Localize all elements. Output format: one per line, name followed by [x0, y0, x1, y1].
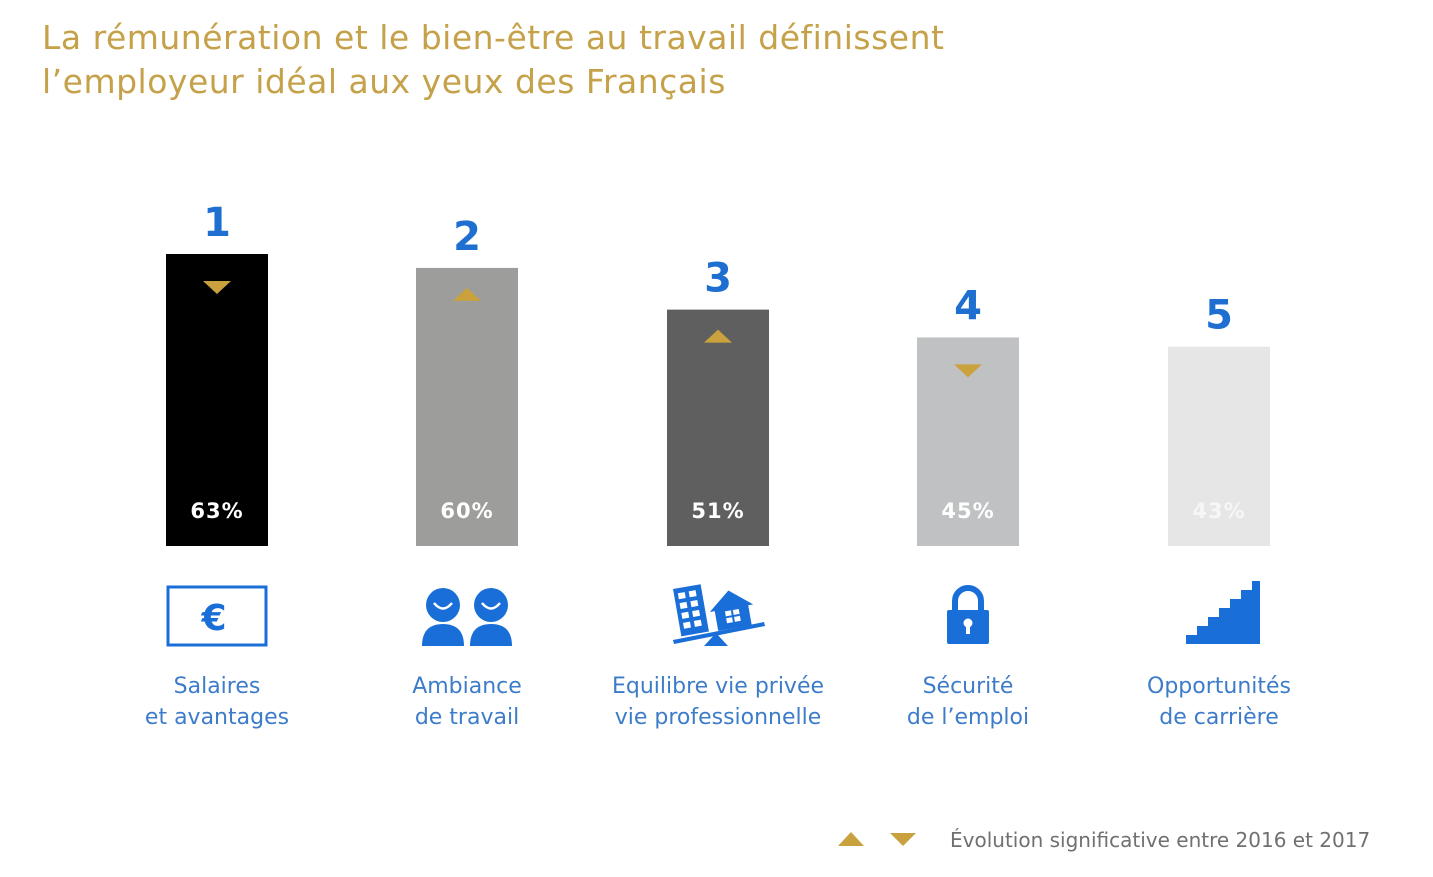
chart-title-line-1: La rémunération et le bien-être au trava… [42, 18, 945, 57]
staircase [1186, 581, 1260, 644]
category-caption-line: de l’emploi [906, 705, 1030, 730]
bar-group-3: 3 51% [667, 256, 769, 546]
two-people-smiling-icon [422, 588, 512, 646]
category-caption-line: et avantages [144, 705, 290, 730]
bar [1168, 346, 1270, 546]
rank-label: 2 [453, 214, 481, 260]
category-caption-line: de travail [414, 705, 520, 730]
category-caption: Equilibre vie privée vie professionnelle [588, 671, 848, 733]
category-caption-line: Salaires [173, 674, 261, 699]
category-caption: Ambiance de travail [337, 671, 597, 733]
category-caption-line: Sécurité [922, 674, 1014, 699]
seesaw-fulcrum [704, 633, 728, 646]
trend-up-triangle-icon [704, 329, 732, 343]
category-caption: Salaires et avantages [87, 671, 347, 733]
building-window [681, 611, 690, 619]
padlock-icon [947, 585, 989, 644]
category-caption-line: de carrière [1159, 705, 1279, 730]
building-window [688, 590, 697, 598]
padlock-shackle [952, 585, 984, 610]
category-caption: Sécurité de l’emploi [838, 671, 1098, 733]
house [709, 590, 754, 631]
house-roof [709, 590, 754, 613]
staircase-icon [1186, 581, 1260, 644]
chart-title-line-2: l’employeur idéal aux yeux des Français [42, 62, 726, 101]
value-label: 51% [691, 499, 744, 523]
building-window [692, 609, 701, 617]
euro-symbol: € [200, 598, 226, 639]
value-label: 43% [1192, 499, 1245, 523]
person-head [426, 588, 460, 622]
building-window [693, 619, 702, 627]
euro-banknote-icon: € [166, 585, 268, 647]
banknote-frame [166, 585, 268, 647]
person-body [470, 624, 512, 646]
person-head [474, 588, 508, 622]
office-building [673, 584, 709, 637]
smile [433, 602, 453, 610]
legend-down-triangle-icon [890, 833, 916, 846]
category-caption: Opportunités de carrière [1089, 671, 1349, 733]
rank-label: 5 [1205, 293, 1233, 339]
value-label: 60% [440, 499, 493, 523]
legend-text: Évolution significative entre 2016 et 20… [950, 828, 1371, 852]
legend-up-triangle-icon [838, 832, 864, 846]
bar-group-1: 1 63% [166, 200, 268, 546]
keyhole [963, 618, 973, 628]
trend-up-triangle-icon [453, 287, 481, 301]
building-window [690, 600, 699, 608]
bar [166, 254, 268, 546]
work-life-balance-icon [673, 584, 765, 646]
bar [416, 267, 518, 546]
seesaw-plank [673, 622, 765, 644]
building-window [679, 601, 688, 610]
smile [481, 602, 501, 610]
legend-symbols [838, 832, 916, 846]
bar-group-2: 2 60% [416, 214, 518, 546]
trend-down-triangle-icon [954, 364, 982, 378]
category-caption-line: Ambiance [412, 674, 522, 699]
category-caption-line: vie professionnelle [614, 705, 822, 730]
value-label: 63% [190, 499, 243, 523]
category-caption-line: Equilibre vie privée [611, 674, 825, 699]
building-window [677, 592, 686, 600]
bar-group-4: 4 45% [917, 283, 1019, 546]
chart-title: La rémunération et le bien-être au trava… [42, 16, 944, 104]
rank-label: 3 [704, 256, 732, 302]
rank-label: 4 [954, 283, 982, 329]
bar [667, 309, 769, 546]
bar-group-5: 5 43% [1168, 293, 1270, 546]
category-caption-line: Opportunités [1147, 674, 1291, 699]
person-body [422, 624, 464, 646]
value-label: 45% [941, 499, 994, 523]
house-window-bar [725, 613, 740, 619]
building-window [683, 621, 691, 629]
keyhole-slot [966, 624, 970, 634]
trend-down-triangle-icon [203, 281, 231, 294]
rank-label: 1 [203, 200, 231, 246]
